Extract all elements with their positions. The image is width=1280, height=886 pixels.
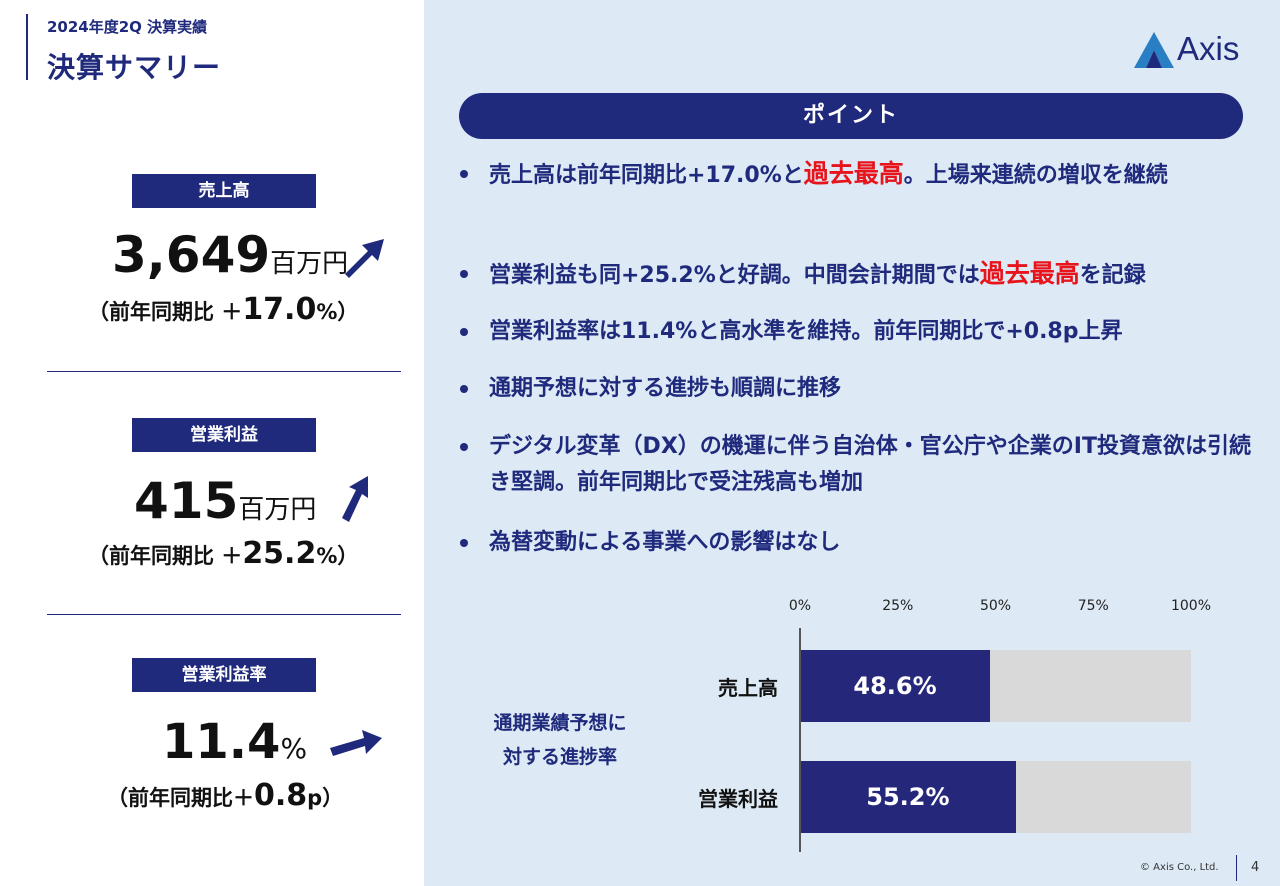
x-tick-label: 100% xyxy=(1170,598,1212,614)
metric-operating-income: 営業利益 xyxy=(47,418,401,452)
point-emphasis: 過去最高 xyxy=(979,259,1080,288)
operating-income-unit: 百万円 xyxy=(238,495,317,525)
bar-value-label: 48.6% xyxy=(853,672,937,700)
point-text: 通期予想に対する進捗も順調に推移 xyxy=(489,376,842,401)
sales-compare-prefix: （前年同期比 ＋ xyxy=(88,300,243,324)
list-item: 為替変動による事業への影響はなし xyxy=(460,525,1270,561)
list-item: デジタル変革（DX）の機運に伴う自治体・官公庁や企業のIT投資意欲は引続き堅調。… xyxy=(460,429,1270,501)
point-text: 売上高は前年同期比+17.0%と過去最高。上場来連続の増収を継続 xyxy=(489,156,1270,194)
category-label: 営業利益 xyxy=(698,787,778,811)
list-item: 営業利益率は11.4%と高水準を維持。前年同期比で+0.8p上昇 xyxy=(460,314,1270,350)
divider xyxy=(47,371,401,372)
point-text-pre: 売上高は前年同期比+17.0%と xyxy=(489,163,804,188)
x-tick-label: 0% xyxy=(788,598,812,614)
point-text: 営業利益も同+25.2%と好調。中間会計期間では過去最高を記録 xyxy=(489,256,1270,294)
header-accent-rule xyxy=(26,14,28,80)
bar xyxy=(800,761,1016,833)
x-tick-label: 25% xyxy=(882,598,914,614)
chart-axis-line xyxy=(799,628,801,852)
bar-value-label: 55.2% xyxy=(866,783,950,811)
right-arrow-icon xyxy=(330,730,382,756)
point-text: 営業利益率は11.4%と高水準を維持。前年同期比で+0.8p上昇 xyxy=(489,319,1123,344)
points-panel xyxy=(424,0,1280,886)
divider xyxy=(47,614,401,615)
point-text-post: を記録 xyxy=(1079,263,1146,288)
point-emphasis: 過去最高 xyxy=(803,159,904,188)
operating-income-comparison: （前年同期比 ＋25.2%） xyxy=(88,536,358,571)
list-item: 営業利益も同+25.2%と好調。中間会計期間では過去最高を記録 xyxy=(460,256,1270,294)
points-header: ポイント xyxy=(459,93,1243,139)
point-text: 為替変動による事業への影響はなし xyxy=(489,530,841,555)
margin-compare-prefix: （前年同期比＋ xyxy=(107,786,254,810)
metric-label-operating-income: 営業利益 xyxy=(132,418,316,452)
report-subtitle: 2024年度2Q 決算実績 xyxy=(47,18,208,36)
copyright: © Axis Co., Ltd. xyxy=(1140,862,1219,873)
sales-value: 3,649百万円 xyxy=(112,226,348,284)
sales-compare-suffix: %） xyxy=(316,300,359,324)
up-arrow-icon xyxy=(345,239,384,278)
metric-label-sales: 売上高 xyxy=(132,174,316,208)
bullet-dot xyxy=(460,539,468,547)
chart-label: 通期業績予想に 対する進捗率 xyxy=(470,706,650,774)
x-tick-label: 75% xyxy=(1077,598,1109,614)
bar xyxy=(800,650,991,722)
operating-income-value: 415百万円 xyxy=(134,472,316,530)
axis-logo-icon xyxy=(1134,32,1174,68)
footer-divider xyxy=(1236,855,1237,881)
operating-margin-comparison: （前年同期比＋0.8p） xyxy=(107,778,343,813)
up-arrow-icon xyxy=(342,476,368,522)
point-text-post: 。上場来連続の増収を継続 xyxy=(903,163,1168,188)
metric-label-operating-margin: 営業利益率 xyxy=(132,658,316,692)
bar-track: 55.2% xyxy=(800,761,1191,833)
sales-number: 3,649 xyxy=(112,226,271,284)
operating-income-number: 415 xyxy=(134,472,239,530)
page-number: 4 xyxy=(1251,860,1260,875)
metric-sales: 売上高 xyxy=(47,174,401,208)
list-item: 通期予想に対する進捗も順調に推移 xyxy=(460,371,1270,407)
op-compare-suffix: %） xyxy=(316,544,359,568)
page-title: 決算サマリー xyxy=(47,51,222,84)
chart-label-line2: 対する進捗率 xyxy=(502,746,617,768)
category-label: 売上高 xyxy=(718,676,778,700)
point-text: デジタル変革（DX）の機運に伴う自治体・官公庁や企業のIT投資意欲は引続き堅調。… xyxy=(489,434,1251,495)
sales-compare-value: 17.0 xyxy=(242,292,317,327)
metric-operating-margin: 営業利益率 xyxy=(47,658,401,692)
bullet-dot xyxy=(460,170,468,178)
op-compare-value: 25.2 xyxy=(242,536,317,571)
operating-margin-number: 11.4 xyxy=(162,714,281,770)
operating-margin-unit: % xyxy=(280,732,308,765)
sales-unit: 百万円 xyxy=(270,249,349,279)
logo-text: Axis xyxy=(1177,30,1240,67)
op-compare-prefix: （前年同期比 ＋ xyxy=(88,544,243,568)
margin-compare-suffix: p） xyxy=(307,786,344,810)
margin-compare-value: 0.8 xyxy=(254,778,308,813)
point-text-pre: 営業利益も同+25.2%と好調。中間会計期間では xyxy=(489,263,980,288)
bullet-dot xyxy=(460,270,468,278)
sales-comparison: （前年同期比 ＋17.0%） xyxy=(88,292,358,327)
chart-label-line1: 通期業績予想に xyxy=(493,712,627,734)
x-tick-label: 50% xyxy=(979,598,1012,614)
operating-margin-value: 11.4% xyxy=(162,714,307,770)
bar-track: 48.6% xyxy=(800,650,1191,722)
bullet-dot xyxy=(460,443,468,451)
bullet-dot xyxy=(460,328,468,336)
bullet-dot xyxy=(460,385,468,393)
list-item: 売上高は前年同期比+17.0%と過去最高。上場来連続の増収を継続 xyxy=(460,156,1270,194)
